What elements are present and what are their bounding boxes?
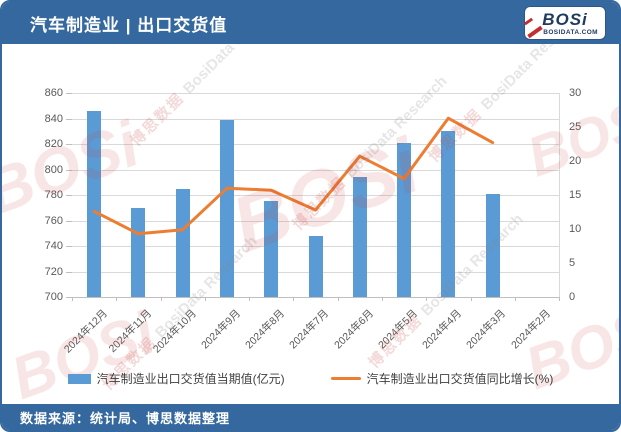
x-axis-tick [559, 297, 560, 301]
bar [220, 119, 234, 297]
x-axis-label-text: 2024年6月 [331, 307, 376, 352]
growth-line-svg [92, 116, 495, 236]
y-axis-right-label: 5 [569, 257, 576, 269]
y-axis-left-label: 720 [44, 265, 63, 278]
y-axis-right-label: 25 [569, 121, 582, 133]
y-axis-left-tick [66, 246, 72, 247]
bar [397, 142, 411, 297]
logo-red-accent-icon [523, 17, 534, 26]
legend-bar-label: 汽车制造业出口交货值当期值(亿元) [96, 372, 285, 386]
x-axis-label-text: 2024年5月 [375, 307, 420, 352]
x-axis-tick [426, 297, 428, 301]
bar [485, 193, 500, 297]
x-axis-tick [160, 297, 162, 301]
gridline [72, 118, 559, 120]
bar [131, 207, 146, 297]
plot-area: 700 720 740 760 780 800 820 840 860 0 5 10 15 20 25 30 2… [45, 87, 582, 356]
x-axis-label-text: 2024年10月 [150, 307, 199, 356]
y-axis-left-label: 860 [44, 87, 63, 99]
x-axis-label-text: 2024年9月 [198, 307, 243, 352]
y-axis-left-tick [66, 118, 72, 120]
y-axis-left-tick [66, 297, 72, 298]
x-axis-label-text: 2024年12月 [61, 307, 110, 356]
x-axis-tick [293, 297, 295, 301]
y-axis-right-label: 15 [569, 189, 582, 201]
header-bar: 汽车制造业 | 出口交货值 BOSi BOSIDATA.COM [2, 2, 619, 44]
bar [352, 177, 367, 297]
bar [264, 201, 279, 297]
bar [441, 131, 456, 297]
watermark-en-text: BosiData Research [180, 44, 289, 97]
y-axis-left-label: 820 [44, 138, 63, 150]
y-axis-left-label: 800 [44, 163, 63, 176]
y-axis-left-label: 760 [44, 214, 63, 227]
gridline [72, 220, 559, 222]
y-axis-left-tick [66, 195, 72, 196]
footer-bar: 数据来源：统计局、博思数据整理 [2, 404, 619, 430]
growth-line [92, 116, 495, 236]
data-source: 数据来源：统计局、博思数据整理 [20, 410, 231, 426]
legend-line-label: 汽车制造业出口交货值同比增长(%) [366, 372, 554, 386]
y-axis-left-tick [66, 169, 72, 171]
y-axis-left-label: 700 [44, 291, 63, 303]
y-axis-left-tick [66, 271, 72, 273]
y-axis-right-label: 20 [569, 155, 582, 167]
legend-bar-swatch-icon [67, 373, 91, 384]
bar [87, 110, 102, 297]
bar [175, 188, 190, 297]
y-axis-right-label: 0 [569, 291, 576, 303]
logo-red-slash-icon [527, 25, 543, 39]
x-axis-label-text: 2024年3月 [464, 307, 509, 352]
logo-text: BOSi [542, 9, 588, 29]
x-axis-label-text: 2024年7月 [287, 307, 332, 352]
x-axis-label-text: 2024年8月 [243, 307, 288, 352]
legend-item-bar: 汽车制造业出口交货值当期值(亿元) [67, 370, 285, 387]
legend: 汽车制造业出口交货值当期值(亿元) 汽车制造业出口交货值同比增长(%) [2, 370, 619, 387]
x-axis-label-text: 2024年2月 [508, 307, 553, 352]
bosi-logo: BOSi BOSIDATA.COM [523, 7, 605, 39]
legend-item-line: 汽车制造业出口交货值同比增长(%) [330, 370, 554, 387]
gridline [72, 195, 559, 196]
gridline [72, 169, 559, 171]
y-axis-left-label: 780 [44, 189, 63, 201]
y-axis-right-label: 10 [569, 223, 582, 235]
y-axis-left-label: 840 [44, 112, 63, 125]
gridline [72, 93, 559, 94]
x-axis-label-text: 2024年4月 [420, 307, 465, 352]
bar [308, 235, 323, 297]
y-axis-left-tick [66, 144, 72, 145]
x-axis-tick [470, 297, 472, 301]
logo-site-text: BOSIDATA.COM [543, 28, 598, 36]
x-axis-tick [116, 297, 118, 301]
x-axis-label-text: 2024年11月 [106, 307, 155, 355]
y-axis-left-tick [66, 93, 72, 94]
y-axis-right-label: 30 [569, 87, 582, 99]
x-axis-tick [381, 297, 383, 301]
page-title: 汽车制造业 | 出口交货值 [30, 15, 228, 35]
x-axis-tick [204, 297, 206, 301]
x-axis-tick [249, 297, 251, 301]
gridline [72, 144, 559, 145]
x-axis-tick [337, 297, 339, 301]
x-axis-tick [72, 297, 73, 301]
x-axis-tick [514, 297, 516, 301]
y-axis-left-label: 740 [44, 240, 63, 252]
y-axis-left-tick [66, 220, 72, 222]
legend-line-swatch-icon [330, 377, 361, 380]
